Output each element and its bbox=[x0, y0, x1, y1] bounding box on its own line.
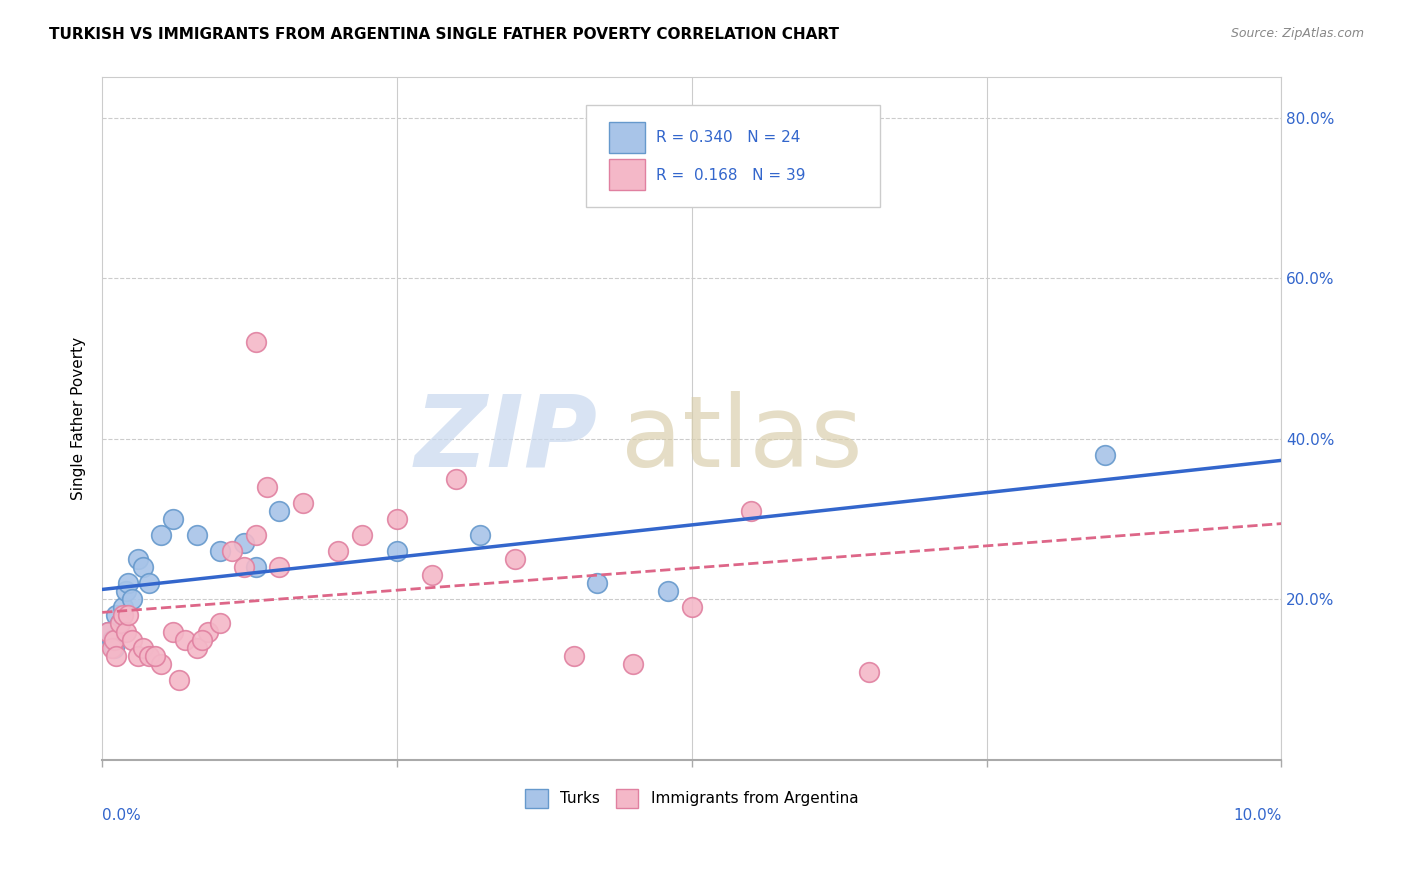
Point bbox=[468, 528, 491, 542]
Point bbox=[232, 560, 254, 574]
Point bbox=[245, 560, 267, 574]
Point bbox=[291, 496, 314, 510]
Point bbox=[657, 584, 679, 599]
Point bbox=[350, 528, 373, 542]
Point bbox=[186, 640, 208, 655]
Y-axis label: Single Father Poverty: Single Father Poverty bbox=[72, 337, 86, 500]
Point bbox=[245, 528, 267, 542]
Point bbox=[117, 576, 139, 591]
Point bbox=[117, 608, 139, 623]
Point bbox=[186, 528, 208, 542]
Point bbox=[150, 528, 173, 542]
Point bbox=[232, 536, 254, 550]
Point bbox=[112, 608, 135, 623]
Point bbox=[132, 560, 155, 574]
Text: ZIP: ZIP bbox=[415, 391, 598, 488]
Point bbox=[108, 616, 131, 631]
Point bbox=[197, 624, 219, 639]
Text: TURKISH VS IMMIGRANTS FROM ARGENTINA SINGLE FATHER POVERTY CORRELATION CHART: TURKISH VS IMMIGRANTS FROM ARGENTINA SIN… bbox=[49, 27, 839, 42]
Text: atlas: atlas bbox=[621, 391, 863, 488]
Text: Source: ZipAtlas.com: Source: ZipAtlas.com bbox=[1230, 27, 1364, 40]
Point bbox=[858, 665, 880, 679]
Point bbox=[267, 560, 290, 574]
Legend: Turks, Immigrants from Argentina: Turks, Immigrants from Argentina bbox=[519, 783, 865, 814]
Point bbox=[209, 616, 232, 631]
Point bbox=[385, 512, 408, 526]
Point bbox=[245, 335, 267, 350]
Point bbox=[621, 657, 644, 671]
Point bbox=[121, 632, 143, 647]
Point bbox=[100, 640, 122, 655]
Point bbox=[326, 544, 349, 558]
Point bbox=[444, 472, 467, 486]
Point bbox=[103, 632, 125, 647]
Point bbox=[143, 648, 166, 663]
Point bbox=[103, 640, 125, 655]
Point bbox=[1094, 448, 1116, 462]
Point bbox=[97, 624, 120, 639]
Point bbox=[112, 600, 135, 615]
Point bbox=[586, 576, 609, 591]
Point bbox=[256, 480, 278, 494]
FancyBboxPatch shape bbox=[609, 122, 644, 153]
Point bbox=[127, 552, 149, 566]
Point bbox=[132, 640, 155, 655]
Point bbox=[114, 624, 136, 639]
Point bbox=[97, 624, 120, 639]
Point bbox=[114, 584, 136, 599]
Point bbox=[191, 632, 214, 647]
Point bbox=[209, 544, 232, 558]
Point bbox=[105, 648, 128, 663]
Text: 0.0%: 0.0% bbox=[103, 808, 141, 823]
FancyBboxPatch shape bbox=[586, 104, 880, 207]
Point bbox=[503, 552, 526, 566]
Point bbox=[138, 576, 160, 591]
Point bbox=[100, 632, 122, 647]
Point bbox=[121, 592, 143, 607]
Point bbox=[162, 624, 184, 639]
Point bbox=[150, 657, 173, 671]
Point bbox=[108, 616, 131, 631]
Text: R = 0.340   N = 24: R = 0.340 N = 24 bbox=[657, 130, 801, 145]
Point bbox=[127, 648, 149, 663]
Text: 10.0%: 10.0% bbox=[1233, 808, 1281, 823]
Point bbox=[385, 544, 408, 558]
FancyBboxPatch shape bbox=[609, 160, 644, 190]
Point bbox=[681, 600, 703, 615]
Text: R =  0.168   N = 39: R = 0.168 N = 39 bbox=[657, 168, 806, 183]
Point bbox=[562, 648, 585, 663]
Point bbox=[167, 673, 190, 687]
Point bbox=[162, 512, 184, 526]
Point bbox=[138, 648, 160, 663]
Point bbox=[740, 504, 762, 518]
Point bbox=[221, 544, 243, 558]
Point bbox=[105, 608, 128, 623]
Point bbox=[422, 568, 444, 582]
Point bbox=[267, 504, 290, 518]
Point bbox=[173, 632, 195, 647]
